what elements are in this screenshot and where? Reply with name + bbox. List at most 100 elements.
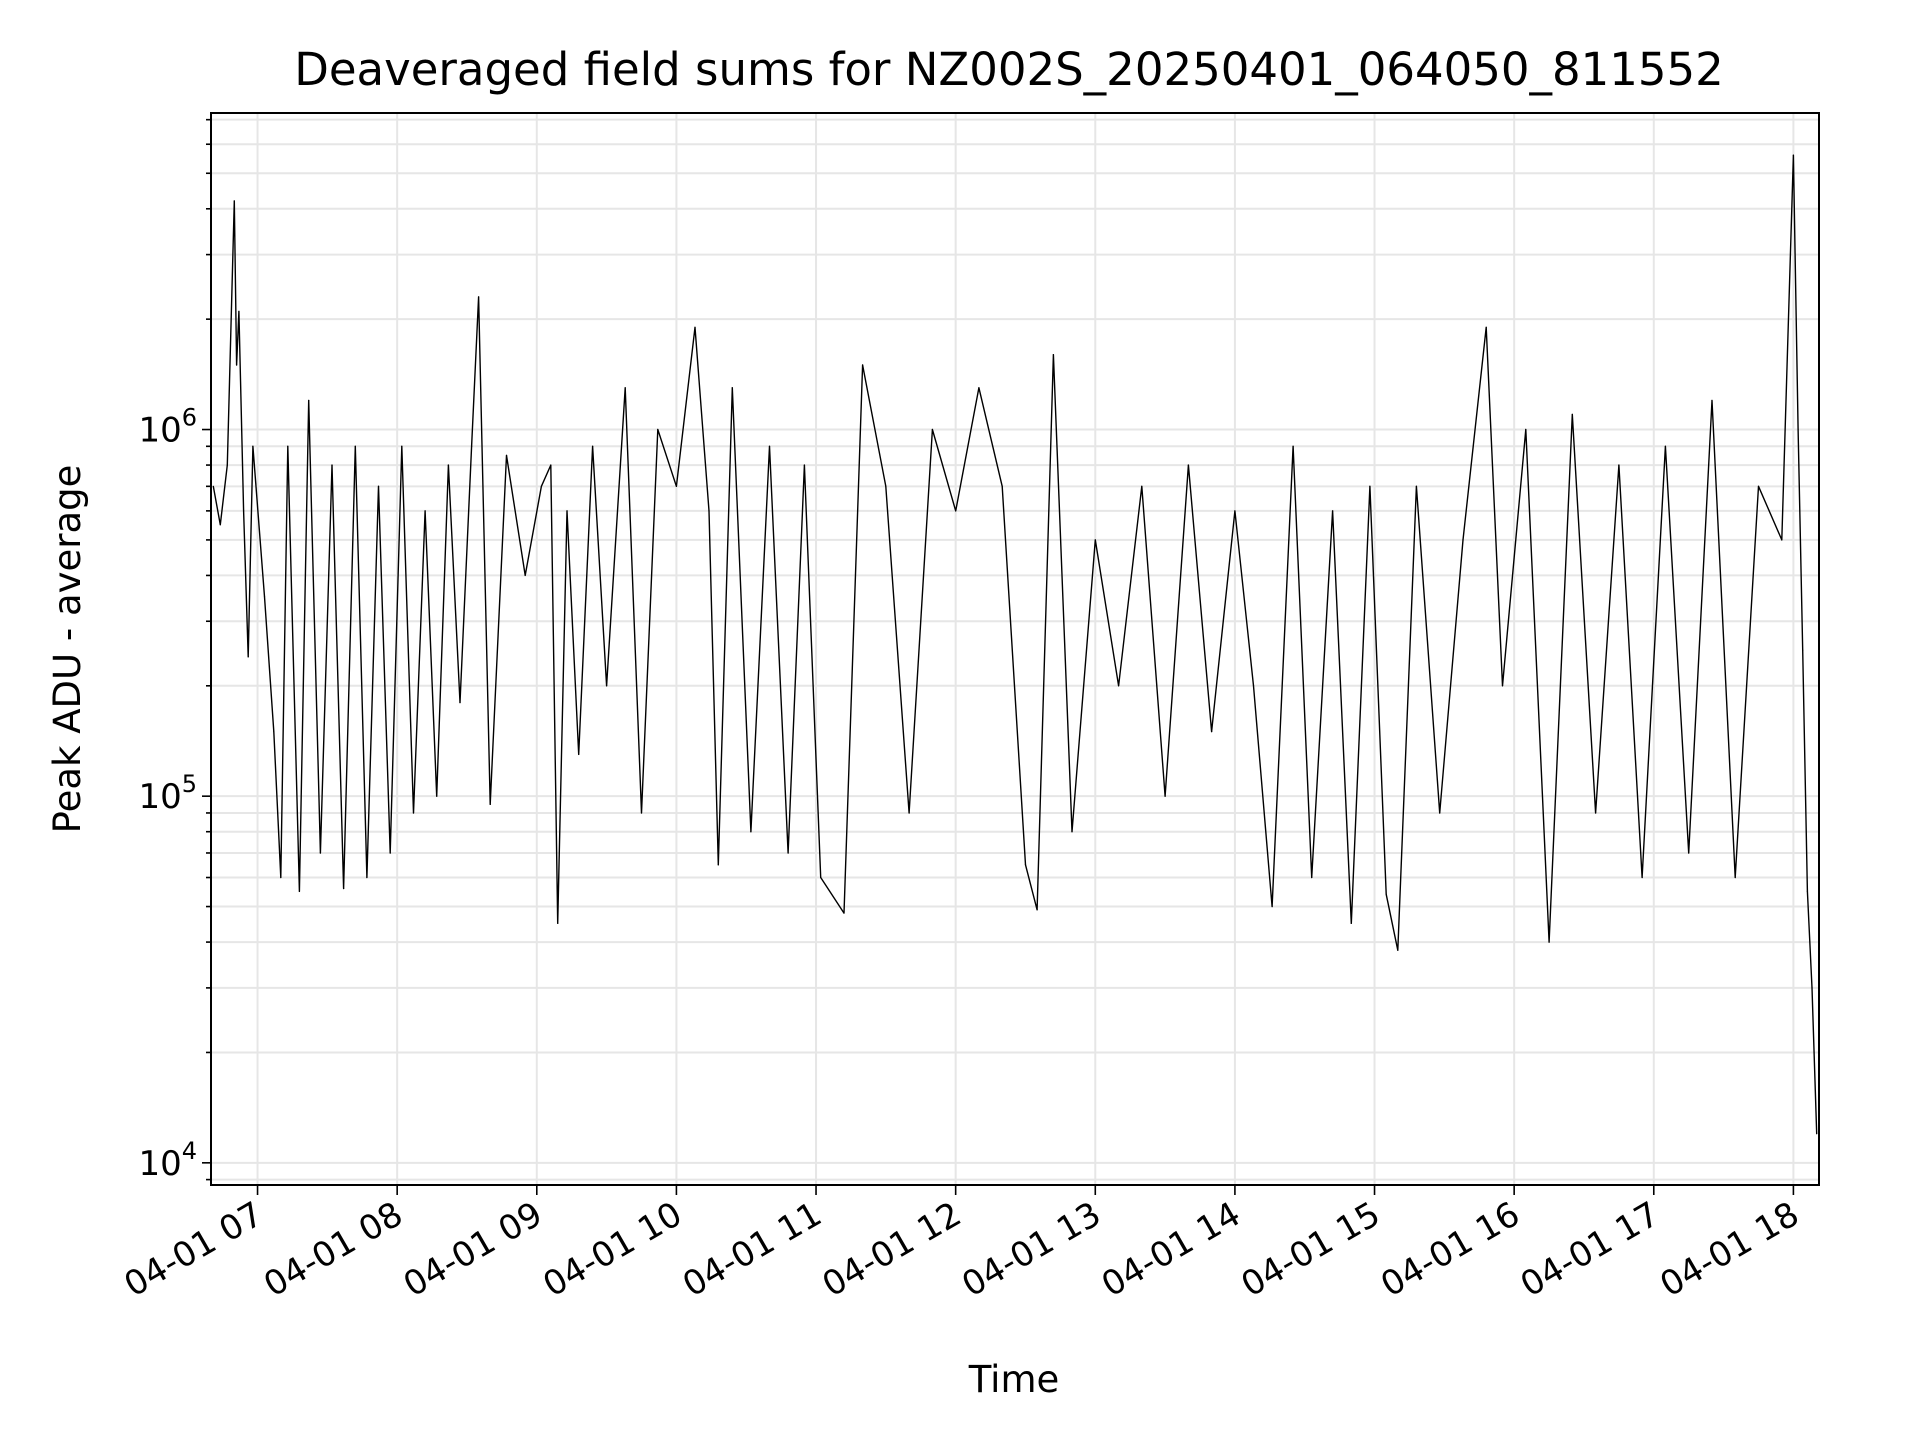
data-point [1001, 485, 1003, 487]
data-point [1397, 949, 1399, 951]
grid [211, 113, 1819, 1185]
data-point [1797, 428, 1799, 431]
data-point [592, 445, 594, 447]
data-point [1350, 922, 1352, 924]
data-point [1252, 685, 1255, 687]
data-point [675, 485, 678, 487]
data-point [287, 445, 289, 447]
data-point [1292, 445, 1294, 447]
data-point [389, 852, 391, 854]
data-point [1211, 731, 1213, 733]
data-point [1094, 539, 1096, 541]
data-point [459, 701, 461, 704]
data-point [212, 485, 214, 487]
data-point [550, 464, 552, 466]
data-point [505, 454, 508, 457]
data-point [1141, 485, 1143, 487]
data-point [1548, 941, 1550, 943]
data-point [412, 812, 415, 814]
y-tick-label: 104 [138, 1137, 197, 1184]
data-point [1415, 485, 1418, 487]
data-point [717, 864, 719, 866]
data-point [489, 803, 491, 805]
data-point [566, 510, 568, 512]
data-point [1816, 1133, 1818, 1135]
data-point [1271, 905, 1273, 908]
data-point [606, 685, 608, 687]
data-point [319, 852, 321, 854]
data-point [731, 387, 733, 389]
data-point [1311, 876, 1313, 879]
data-point [708, 510, 710, 512]
data-point [1571, 413, 1573, 415]
data-point [843, 912, 845, 914]
data-point [1757, 485, 1760, 487]
data-point [1641, 876, 1643, 879]
data-point [447, 464, 449, 466]
data-point [978, 387, 980, 389]
data-point [803, 464, 806, 466]
data-point [331, 464, 333, 466]
data-point [1781, 539, 1783, 541]
data-point [436, 795, 438, 797]
data-point [233, 200, 235, 202]
data-point [1071, 831, 1073, 833]
data-point [578, 753, 580, 756]
data-point [694, 326, 696, 328]
y-axis-label: Peak ADU - average [46, 465, 89, 834]
data-point [308, 399, 310, 402]
data-point [955, 510, 957, 512]
data-point [354, 445, 356, 447]
data-point [885, 485, 887, 487]
data-point [750, 831, 752, 833]
data-series [212, 154, 1818, 1135]
data-point [1711, 399, 1713, 402]
data-point [540, 485, 543, 487]
data-point [424, 510, 426, 512]
data-point [1792, 154, 1795, 156]
x-axis-label: Time [968, 1358, 1060, 1401]
data-point [235, 364, 238, 366]
data-point [273, 731, 275, 733]
data-point [377, 485, 380, 487]
data-point [1806, 890, 1808, 892]
data-point [1595, 812, 1597, 814]
plot-frame [210, 112, 1820, 1186]
data-point [820, 876, 822, 879]
data-point [624, 387, 626, 389]
data-point [861, 364, 864, 366]
data-point [787, 852, 789, 854]
data-point [280, 876, 282, 879]
data-point [1234, 510, 1236, 512]
data-point [1052, 354, 1054, 356]
data-point [908, 812, 910, 814]
data-point [1688, 852, 1690, 854]
y-tick-label: 106 [138, 404, 197, 451]
data-point [1187, 464, 1189, 466]
data-point [478, 296, 480, 298]
y-axis: 104 105 106 [138, 118, 211, 1184]
data-point [640, 812, 643, 814]
data-point [1664, 445, 1667, 447]
data-point [768, 445, 771, 447]
data-point [298, 890, 301, 892]
data-point [247, 656, 249, 658]
data-point [1462, 539, 1464, 541]
chart-title: Deaveraged field sums for NZ002S_2025040… [294, 43, 1724, 96]
data-point [252, 445, 254, 447]
data-point [1501, 685, 1504, 687]
data-point [657, 428, 659, 431]
data-point [226, 464, 228, 466]
data-point [366, 876, 368, 879]
data-point [1485, 326, 1487, 328]
data-point [1802, 649, 1804, 651]
data-point [1439, 812, 1441, 814]
data-point [524, 574, 526, 577]
data-point [343, 887, 345, 890]
data-line [212, 154, 1818, 1134]
data-point [1332, 510, 1334, 512]
data-point [401, 445, 403, 447]
data-point [263, 596, 266, 598]
data-point [1525, 428, 1527, 431]
